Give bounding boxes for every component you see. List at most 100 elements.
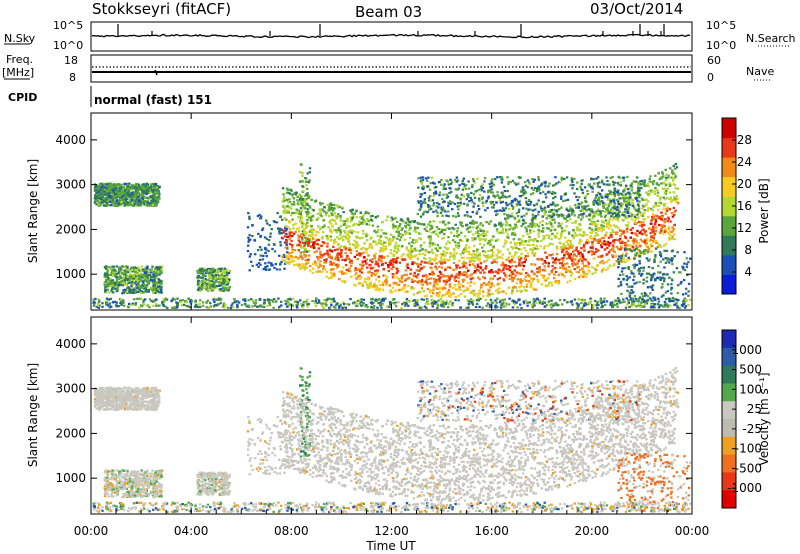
power-cell	[130, 186, 133, 189]
power-cell	[107, 277, 110, 280]
power-cell	[199, 289, 202, 292]
power-cell	[569, 240, 572, 243]
power-cell	[458, 273, 461, 276]
nave-hi-label: 60	[707, 54, 721, 67]
power-cell	[96, 187, 99, 190]
power-cell	[329, 271, 333, 274]
power-cell	[114, 274, 117, 277]
power-cell	[261, 227, 265, 230]
power-cell	[281, 259, 284, 262]
power-cell	[526, 252, 530, 255]
power-cell	[114, 203, 117, 207]
power-cell	[286, 226, 290, 229]
power-cell	[201, 282, 204, 285]
power-cell	[452, 286, 455, 289]
power-cell	[374, 269, 377, 272]
power-cell	[101, 193, 104, 196]
power-cell	[378, 280, 381, 283]
power-cell	[620, 245, 623, 248]
power-cell	[465, 244, 468, 247]
power-cell	[300, 217, 304, 220]
power-cell	[524, 226, 527, 229]
power-cell	[462, 290, 466, 293]
power-cell	[513, 226, 516, 229]
power-cell	[100, 188, 103, 191]
power-cell	[104, 284, 107, 287]
power-cell	[534, 288, 538, 291]
power-cell	[566, 281, 569, 284]
power-cell	[649, 243, 653, 246]
power-cell	[248, 255, 251, 258]
power-cell	[212, 282, 215, 285]
power-cell	[624, 211, 627, 214]
power-cell	[121, 186, 125, 189]
power-cell	[112, 201, 116, 204]
power-cell	[299, 199, 302, 202]
power-cell	[118, 188, 121, 191]
power-cell	[525, 285, 528, 288]
power-cell	[283, 206, 287, 209]
power-cell	[455, 252, 458, 255]
power-cell	[581, 260, 584, 263]
power-cell	[116, 287, 119, 290]
power-cell	[611, 244, 615, 247]
power-cell	[305, 231, 308, 234]
power-cell	[478, 227, 481, 230]
power-cell	[134, 200, 137, 203]
power-cell	[145, 284, 149, 287]
power-cell	[268, 224, 271, 227]
power-cell	[102, 191, 106, 194]
power-cell	[123, 272, 126, 275]
power-cell	[259, 235, 262, 238]
power-cell	[478, 290, 481, 293]
power-cell	[396, 220, 399, 223]
power-cell	[146, 183, 150, 186]
power-cell	[570, 244, 574, 247]
power-cell	[279, 244, 282, 247]
power-cell	[100, 189, 103, 193]
power-cell	[401, 258, 405, 261]
power-cell	[605, 231, 608, 234]
power-cell	[216, 285, 219, 288]
power-cell	[300, 171, 304, 175]
power-cell	[225, 269, 228, 272]
power-cell	[301, 174, 304, 178]
power-cell	[267, 268, 270, 271]
power-cell	[454, 296, 457, 299]
power-cell	[273, 250, 277, 253]
power-cell	[376, 234, 379, 237]
power-cell	[261, 228, 264, 232]
power-cell	[348, 243, 352, 246]
power-cell	[282, 204, 285, 207]
power-cell	[155, 281, 159, 284]
power-cell	[376, 225, 380, 228]
power-cell	[648, 227, 651, 230]
power-cell	[364, 278, 367, 281]
power-cell	[107, 291, 110, 294]
power-cell	[665, 197, 668, 200]
power-cell	[214, 276, 217, 280]
power-cell	[408, 242, 411, 245]
power-cell	[307, 212, 310, 215]
power-cell	[649, 175, 652, 178]
power-cell	[480, 284, 484, 287]
power-cell	[127, 194, 130, 197]
power-cell	[299, 251, 303, 254]
power-cell	[200, 288, 203, 291]
power-cell	[219, 288, 223, 291]
power-cell	[285, 227, 289, 230]
power-cell	[278, 230, 281, 233]
power-cell	[428, 291, 432, 294]
power-cell	[201, 279, 204, 282]
power-cell	[140, 270, 143, 273]
power-cell	[593, 235, 596, 238]
power-cell	[675, 166, 679, 169]
power-cell	[216, 274, 220, 277]
freq-label: Freq.	[6, 53, 33, 66]
power-cell	[537, 232, 540, 235]
power-cell	[105, 201, 108, 204]
power-cell	[137, 183, 140, 186]
power-cell	[98, 201, 102, 204]
power-cell	[288, 198, 291, 201]
power-cell	[407, 266, 410, 270]
